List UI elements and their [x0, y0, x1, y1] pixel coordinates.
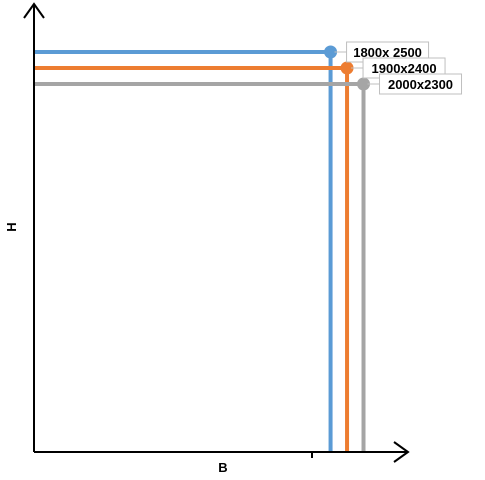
axes: B H — [4, 2, 410, 475]
series-1-data-label: 1800x 2500 — [353, 45, 422, 60]
x-axis-label: B — [218, 460, 227, 475]
series-3-data-label: 2000x2300 — [388, 77, 453, 92]
y-axis-label: H — [4, 222, 19, 231]
series-2-point — [340, 61, 354, 75]
series-layer — [34, 45, 371, 452]
series-2-data-label: 1900x2400 — [372, 61, 437, 76]
series-3-point — [357, 77, 371, 91]
y-axis-arrow-icon — [23, 2, 45, 19]
series-3-label-box — [379, 73, 463, 95]
x-axis-arrow-icon — [393, 441, 410, 463]
series-1-point — [324, 45, 338, 59]
